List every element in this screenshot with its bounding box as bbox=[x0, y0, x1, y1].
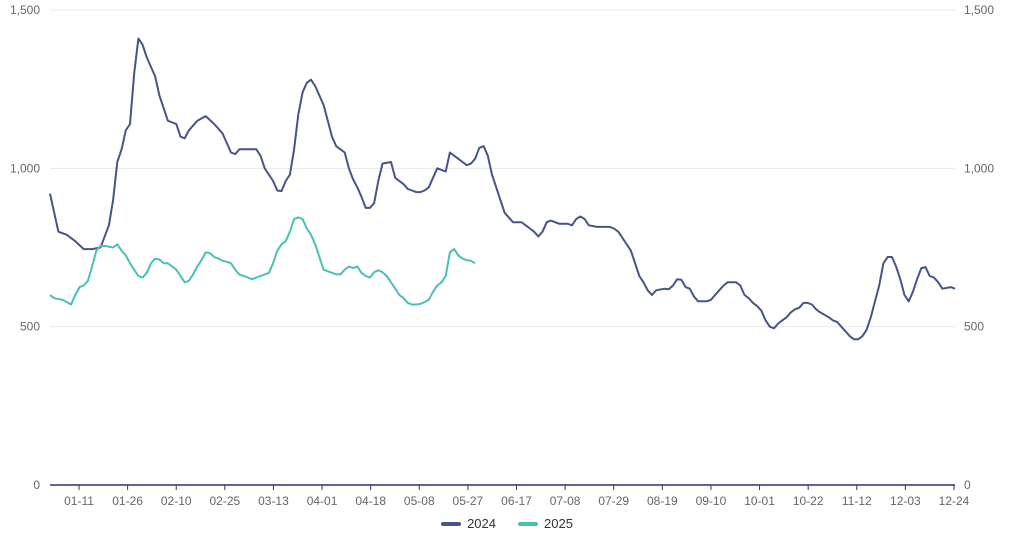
x-tick-label: 04-18 bbox=[355, 494, 386, 508]
x-tick-label: 09-10 bbox=[696, 494, 727, 508]
x-tick-label: 07-29 bbox=[598, 494, 629, 508]
legend: 2024 2025 bbox=[0, 516, 1014, 531]
y-tick-right: 500 bbox=[964, 320, 984, 334]
legend-item-2024[interactable]: 2024 bbox=[441, 516, 496, 531]
x-tick-label: 08-19 bbox=[647, 494, 678, 508]
y-tick-right: 1,000 bbox=[964, 161, 994, 175]
legend-swatch-2025 bbox=[518, 521, 538, 526]
x-tick-label: 06-17 bbox=[501, 494, 532, 508]
x-tick-label: 03-13 bbox=[258, 494, 289, 508]
x-tick-label: 01-11 bbox=[64, 494, 94, 508]
x-tick-label: 05-08 bbox=[404, 494, 435, 508]
x-tick-label: 01-26 bbox=[112, 494, 143, 508]
x-tick-label: 10-01 bbox=[744, 494, 775, 508]
gridlines bbox=[50, 9, 955, 328]
y-tick-left: 500 bbox=[20, 320, 40, 334]
series-lines bbox=[49, 37, 956, 341]
y-tick-right: 1,500 bbox=[964, 3, 994, 17]
y-axis-left: 0 500 1,000 1,500 bbox=[10, 3, 40, 492]
x-tick-label: 04-01 bbox=[307, 494, 338, 508]
legend-item-2025[interactable]: 2025 bbox=[518, 516, 573, 531]
x-tick-label: 07-08 bbox=[550, 494, 581, 508]
x-tick-label: 02-10 bbox=[161, 494, 192, 508]
legend-label-2024: 2024 bbox=[467, 516, 496, 531]
y-tick-right: 0 bbox=[964, 478, 971, 492]
legend-label-2025: 2025 bbox=[544, 516, 573, 531]
x-tick-label: 02-25 bbox=[209, 494, 240, 508]
y-tick-left: 0 bbox=[33, 478, 40, 492]
x-tick-label: 12-03 bbox=[890, 494, 921, 508]
series-line-2025 bbox=[49, 216, 476, 306]
x-tick-label: 10-22 bbox=[793, 494, 824, 508]
y-tick-left: 1,500 bbox=[10, 3, 40, 17]
legend-swatch-2024 bbox=[441, 521, 462, 526]
x-tick-label: 11-12 bbox=[842, 494, 872, 508]
y-axis-right: 0 500 1,000 1,500 bbox=[964, 3, 994, 492]
x-tick-label: 05-27 bbox=[453, 494, 484, 508]
y-tick-left: 1,000 bbox=[10, 161, 40, 175]
series-line-2024 bbox=[49, 37, 956, 341]
x-tick-label: 12-24 bbox=[939, 494, 970, 508]
x-axis: 01-11 01-26 02-10 02-25 03-13 04-01 04-18 05-08… bbox=[50, 484, 970, 508]
